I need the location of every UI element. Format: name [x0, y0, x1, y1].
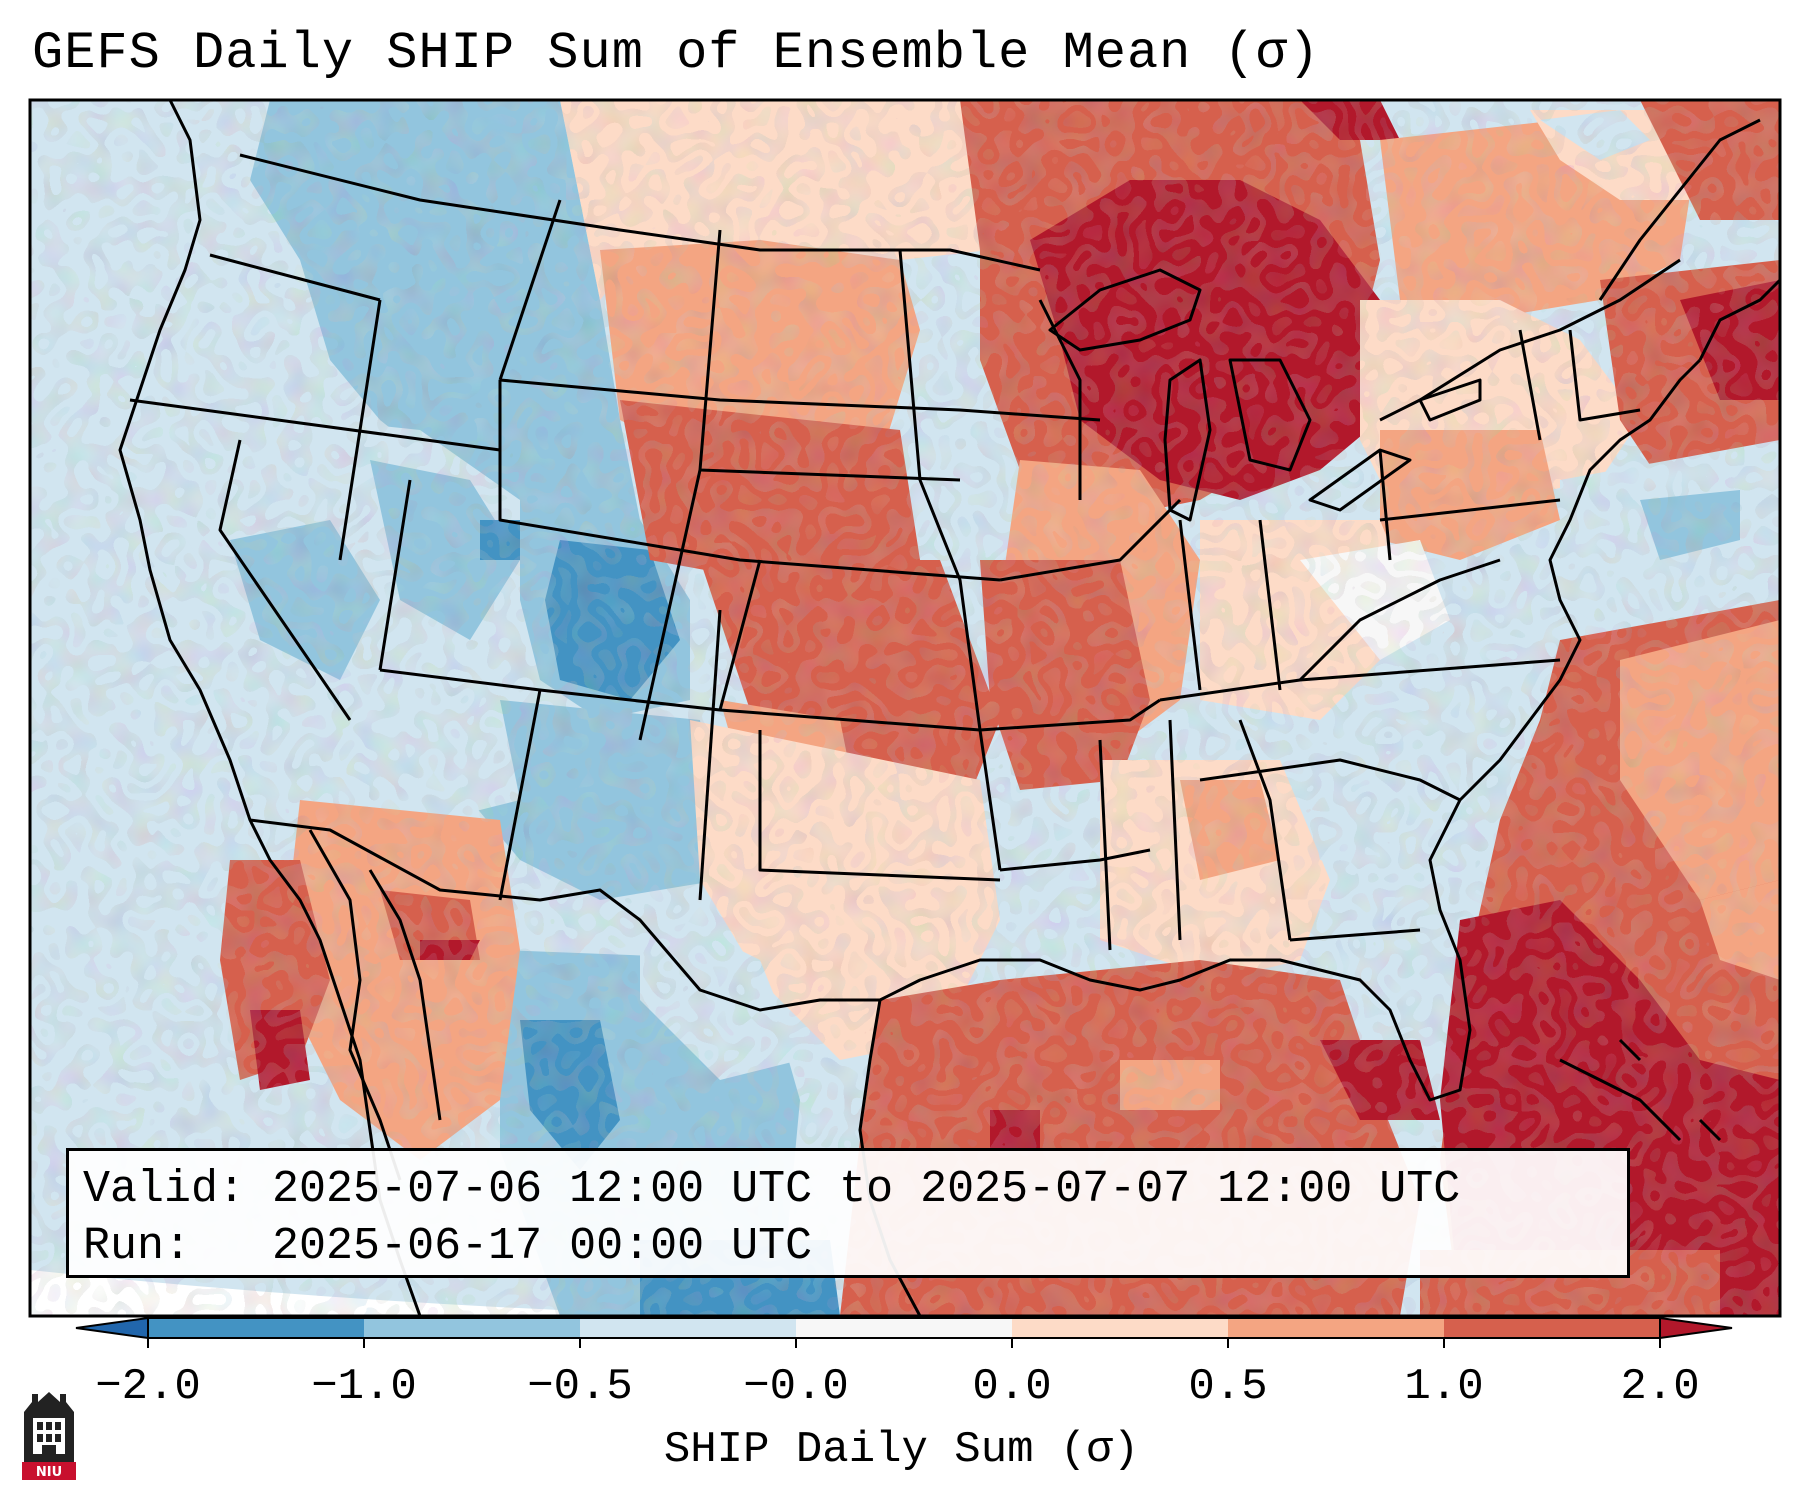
- colorbar-tick-label: 0.0: [972, 1362, 1052, 1412]
- page-title: GEFS Daily SHIP Sum of Ensemble Mean (σ): [32, 24, 1321, 83]
- colorbar: [75, 1316, 1733, 1348]
- valid-value: 2025-07-06 12:00 UTC to 2025-07-07 12:00…: [272, 1164, 1461, 1215]
- colorbar-bin: [580, 1318, 796, 1338]
- lake-erie: [1308, 448, 1412, 512]
- logo-text: NIU: [35, 1465, 63, 1480]
- lake-huron: [1228, 358, 1312, 472]
- mexico-us-border: [249, 818, 880, 1012]
- colorbar-tick-label: −0.0: [743, 1362, 849, 1412]
- us-east-gulf-coastline: [879, 358, 1702, 1102]
- colorbar-tick-label: −2.0: [95, 1362, 201, 1412]
- colorbar-extend-high: [1659, 1316, 1733, 1340]
- university-castle-icon: NIU: [20, 1390, 78, 1482]
- colorbar-bin: [364, 1318, 580, 1338]
- run-value: 2025-06-17 00:00 UTC: [272, 1221, 813, 1272]
- colorbar-extend-low: [75, 1316, 149, 1340]
- boundaries: [118, 100, 1780, 1316]
- colorbar-tick-label: 2.0: [1620, 1362, 1700, 1412]
- anomaly-field: [30, 100, 1780, 1316]
- colorbar-bin: [1444, 1318, 1660, 1338]
- canada-us-border: [239, 153, 1041, 272]
- map-frame: [28, 98, 1782, 1318]
- colorbar-bin: [148, 1318, 364, 1338]
- lake-michigan: [1163, 358, 1212, 522]
- colorbar-bin: [1012, 1318, 1228, 1338]
- valid-label: Valid:: [83, 1164, 246, 1215]
- colorbar-label: SHIP Daily Sum (σ): [663, 1425, 1140, 1475]
- colorbar-tick-label: −0.5: [527, 1362, 633, 1412]
- run-label: Run:: [83, 1221, 192, 1272]
- lake-ontario: [1418, 378, 1482, 422]
- colorbar-tick-label: 0.5: [1188, 1362, 1268, 1412]
- valid-run-info-box: Valid: 2025-07-06 12:00 UTC to 2025-07-0…: [66, 1148, 1630, 1278]
- colorbar-bin: [1228, 1318, 1444, 1338]
- pacific-coastline: [118, 100, 422, 1316]
- colorbar-tick-label: −1.0: [311, 1362, 417, 1412]
- colorbar-tick-label: 1.0: [1404, 1362, 1484, 1412]
- lake-superior: [1048, 268, 1202, 352]
- colorbar-bin: [796, 1318, 1012, 1338]
